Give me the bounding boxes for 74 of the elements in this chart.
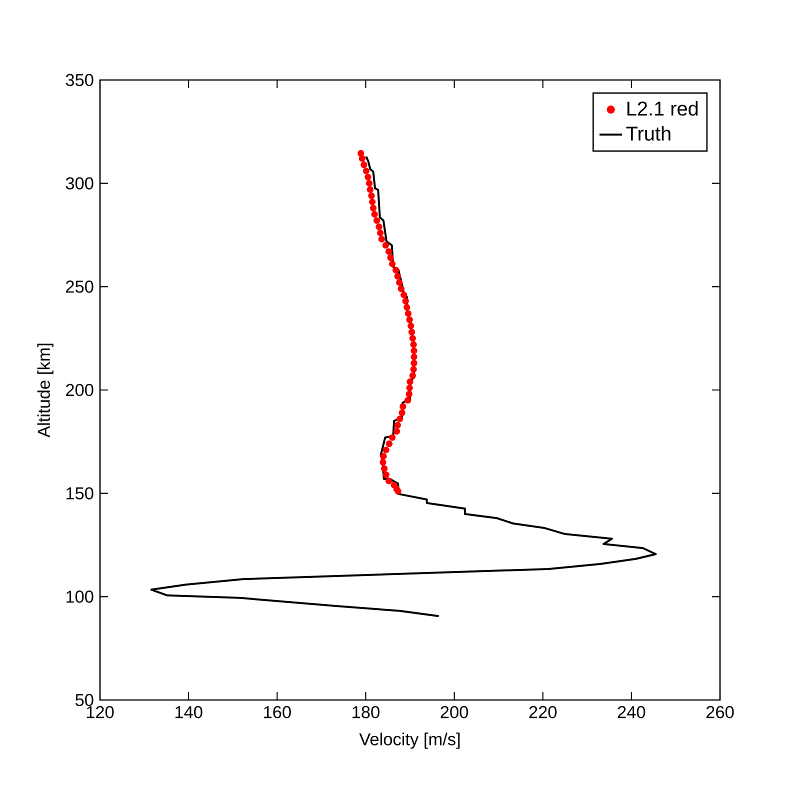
point xyxy=(388,434,396,441)
point xyxy=(410,354,418,360)
x-axis-title: Velocity [m/s] xyxy=(359,732,460,749)
point xyxy=(366,180,373,187)
point xyxy=(380,452,387,460)
point xyxy=(393,428,400,435)
point xyxy=(400,403,406,410)
y-tick-label: 350 xyxy=(66,74,94,86)
point xyxy=(377,230,384,236)
legend-label: L2.1 red xyxy=(627,101,698,116)
point xyxy=(360,161,368,168)
x-tick-label: 160 xyxy=(264,706,291,718)
point xyxy=(408,328,416,336)
point xyxy=(400,292,408,298)
point xyxy=(373,217,380,224)
point xyxy=(392,266,400,274)
x-tick-label: 260 xyxy=(706,706,734,718)
legend-label: Truth xyxy=(626,126,670,141)
point xyxy=(402,298,409,304)
point xyxy=(406,316,413,324)
point xyxy=(396,279,403,286)
point xyxy=(382,446,390,454)
point xyxy=(409,372,416,379)
x-tick-label: 220 xyxy=(529,706,557,718)
point xyxy=(385,248,392,255)
point xyxy=(380,465,388,472)
point xyxy=(387,254,394,262)
point xyxy=(371,211,378,218)
point xyxy=(376,223,382,230)
y-tick-label: 200 xyxy=(66,384,94,396)
point xyxy=(394,422,401,428)
point xyxy=(385,478,392,484)
y-tick-label: 250 xyxy=(66,280,94,293)
point xyxy=(358,150,364,157)
x-tick-label: 200 xyxy=(440,706,468,718)
point xyxy=(370,204,377,212)
point xyxy=(410,347,418,354)
y-tick-label: 150 xyxy=(66,487,94,500)
point xyxy=(406,378,414,386)
point xyxy=(368,192,375,200)
point xyxy=(408,322,414,330)
point xyxy=(409,335,416,342)
y-tick-label: 100 xyxy=(66,590,94,603)
point xyxy=(410,341,417,348)
point xyxy=(394,273,401,280)
point xyxy=(369,198,376,206)
point xyxy=(386,440,393,448)
point xyxy=(398,285,404,292)
x-tick-label: 120 xyxy=(86,706,114,718)
point xyxy=(378,236,385,242)
point xyxy=(382,471,390,478)
y-tick-label: 300 xyxy=(66,177,94,190)
point xyxy=(396,416,404,422)
point xyxy=(406,384,413,392)
y-tick-label: 50 xyxy=(75,694,94,706)
point xyxy=(410,360,418,366)
x-tick-label: 240 xyxy=(618,706,646,718)
point xyxy=(364,174,372,180)
point xyxy=(366,186,374,193)
point xyxy=(380,459,386,466)
point xyxy=(406,390,412,398)
x-tick-label: 180 xyxy=(352,706,380,718)
point xyxy=(404,310,412,317)
point xyxy=(398,409,406,416)
point xyxy=(404,304,410,311)
point xyxy=(388,260,396,268)
x-tick-label: 140 xyxy=(175,706,202,718)
point xyxy=(410,366,417,373)
point xyxy=(382,242,389,249)
point xyxy=(362,168,370,174)
point xyxy=(404,397,412,404)
line-series xyxy=(150,155,657,618)
point xyxy=(358,155,366,162)
y-axis-title: Altitude [km] xyxy=(37,344,54,438)
